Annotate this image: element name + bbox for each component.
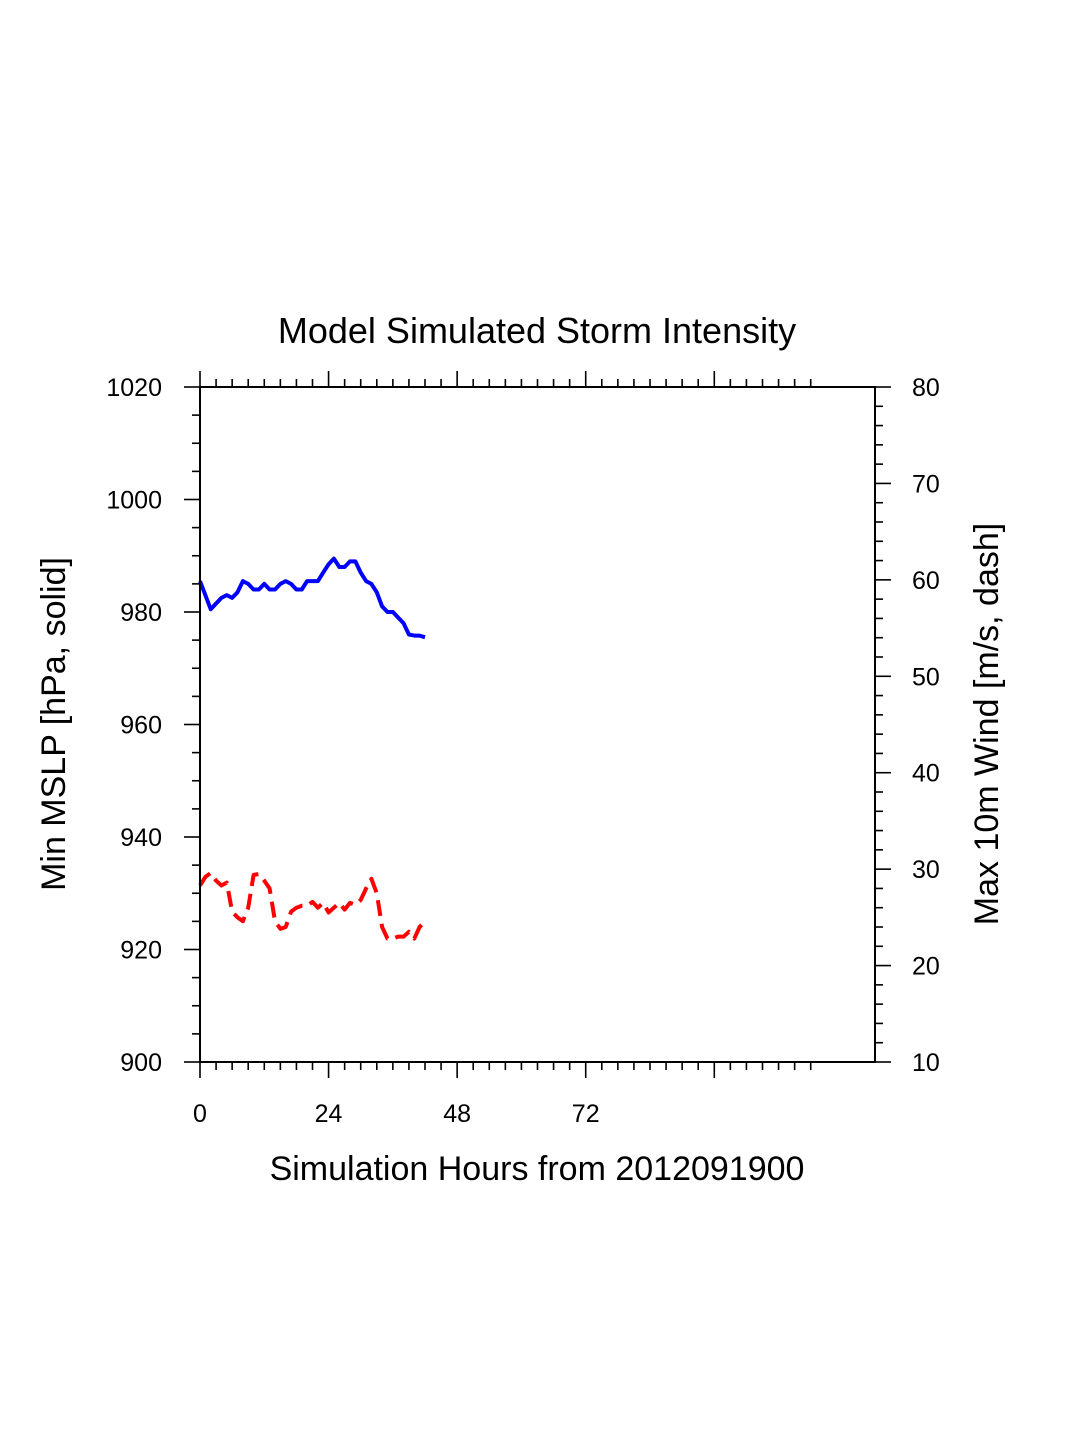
x-tick-label: 24 <box>315 1100 343 1128</box>
wind-dashed-line <box>198 871 427 941</box>
chart-title: Model Simulated Storm Intensity <box>278 310 796 351</box>
x-tick-label: 0 <box>193 1100 207 1128</box>
tick-labels: 0 24 48 72900920940960980100010201020304050… <box>106 374 939 1128</box>
y-left-tick-label: 1000 <box>106 487 162 515</box>
y-axis-label-left: Min MSLP [hPa, solid] <box>35 557 73 891</box>
mslp-solid-line <box>198 556 426 640</box>
y-right-tick-label: 20 <box>912 953 940 981</box>
y-left-tick-label: 980 <box>120 599 162 627</box>
y-right-tick-label: 10 <box>912 1049 940 1077</box>
y-right-tick-label: 70 <box>912 470 940 498</box>
y-right-tick-label: 80 <box>912 374 940 402</box>
y-right-tick-label: 60 <box>912 567 940 595</box>
x-tick-label: 72 <box>572 1100 600 1128</box>
y-right-tick-label: 30 <box>912 856 940 884</box>
y-left-tick-label: 1020 <box>106 374 162 402</box>
y-left-tick-label: 940 <box>120 824 162 852</box>
y-axis-label-right: Max 10m Wind [m/s, dash] <box>968 523 1006 925</box>
x-axis-label: Simulation Hours from 2012091900 <box>270 1150 805 1188</box>
y-left-tick-label: 960 <box>120 712 162 740</box>
y-right-tick-label: 40 <box>912 760 940 788</box>
plot-frame <box>199 386 876 1063</box>
tick-marks <box>184 371 891 1078</box>
y-right-tick-label: 50 <box>912 663 940 691</box>
data-lines <box>198 556 427 941</box>
y-left-tick-label: 900 <box>120 1049 162 1077</box>
x-tick-label: 48 <box>443 1100 471 1128</box>
y-left-tick-label: 920 <box>120 937 162 965</box>
